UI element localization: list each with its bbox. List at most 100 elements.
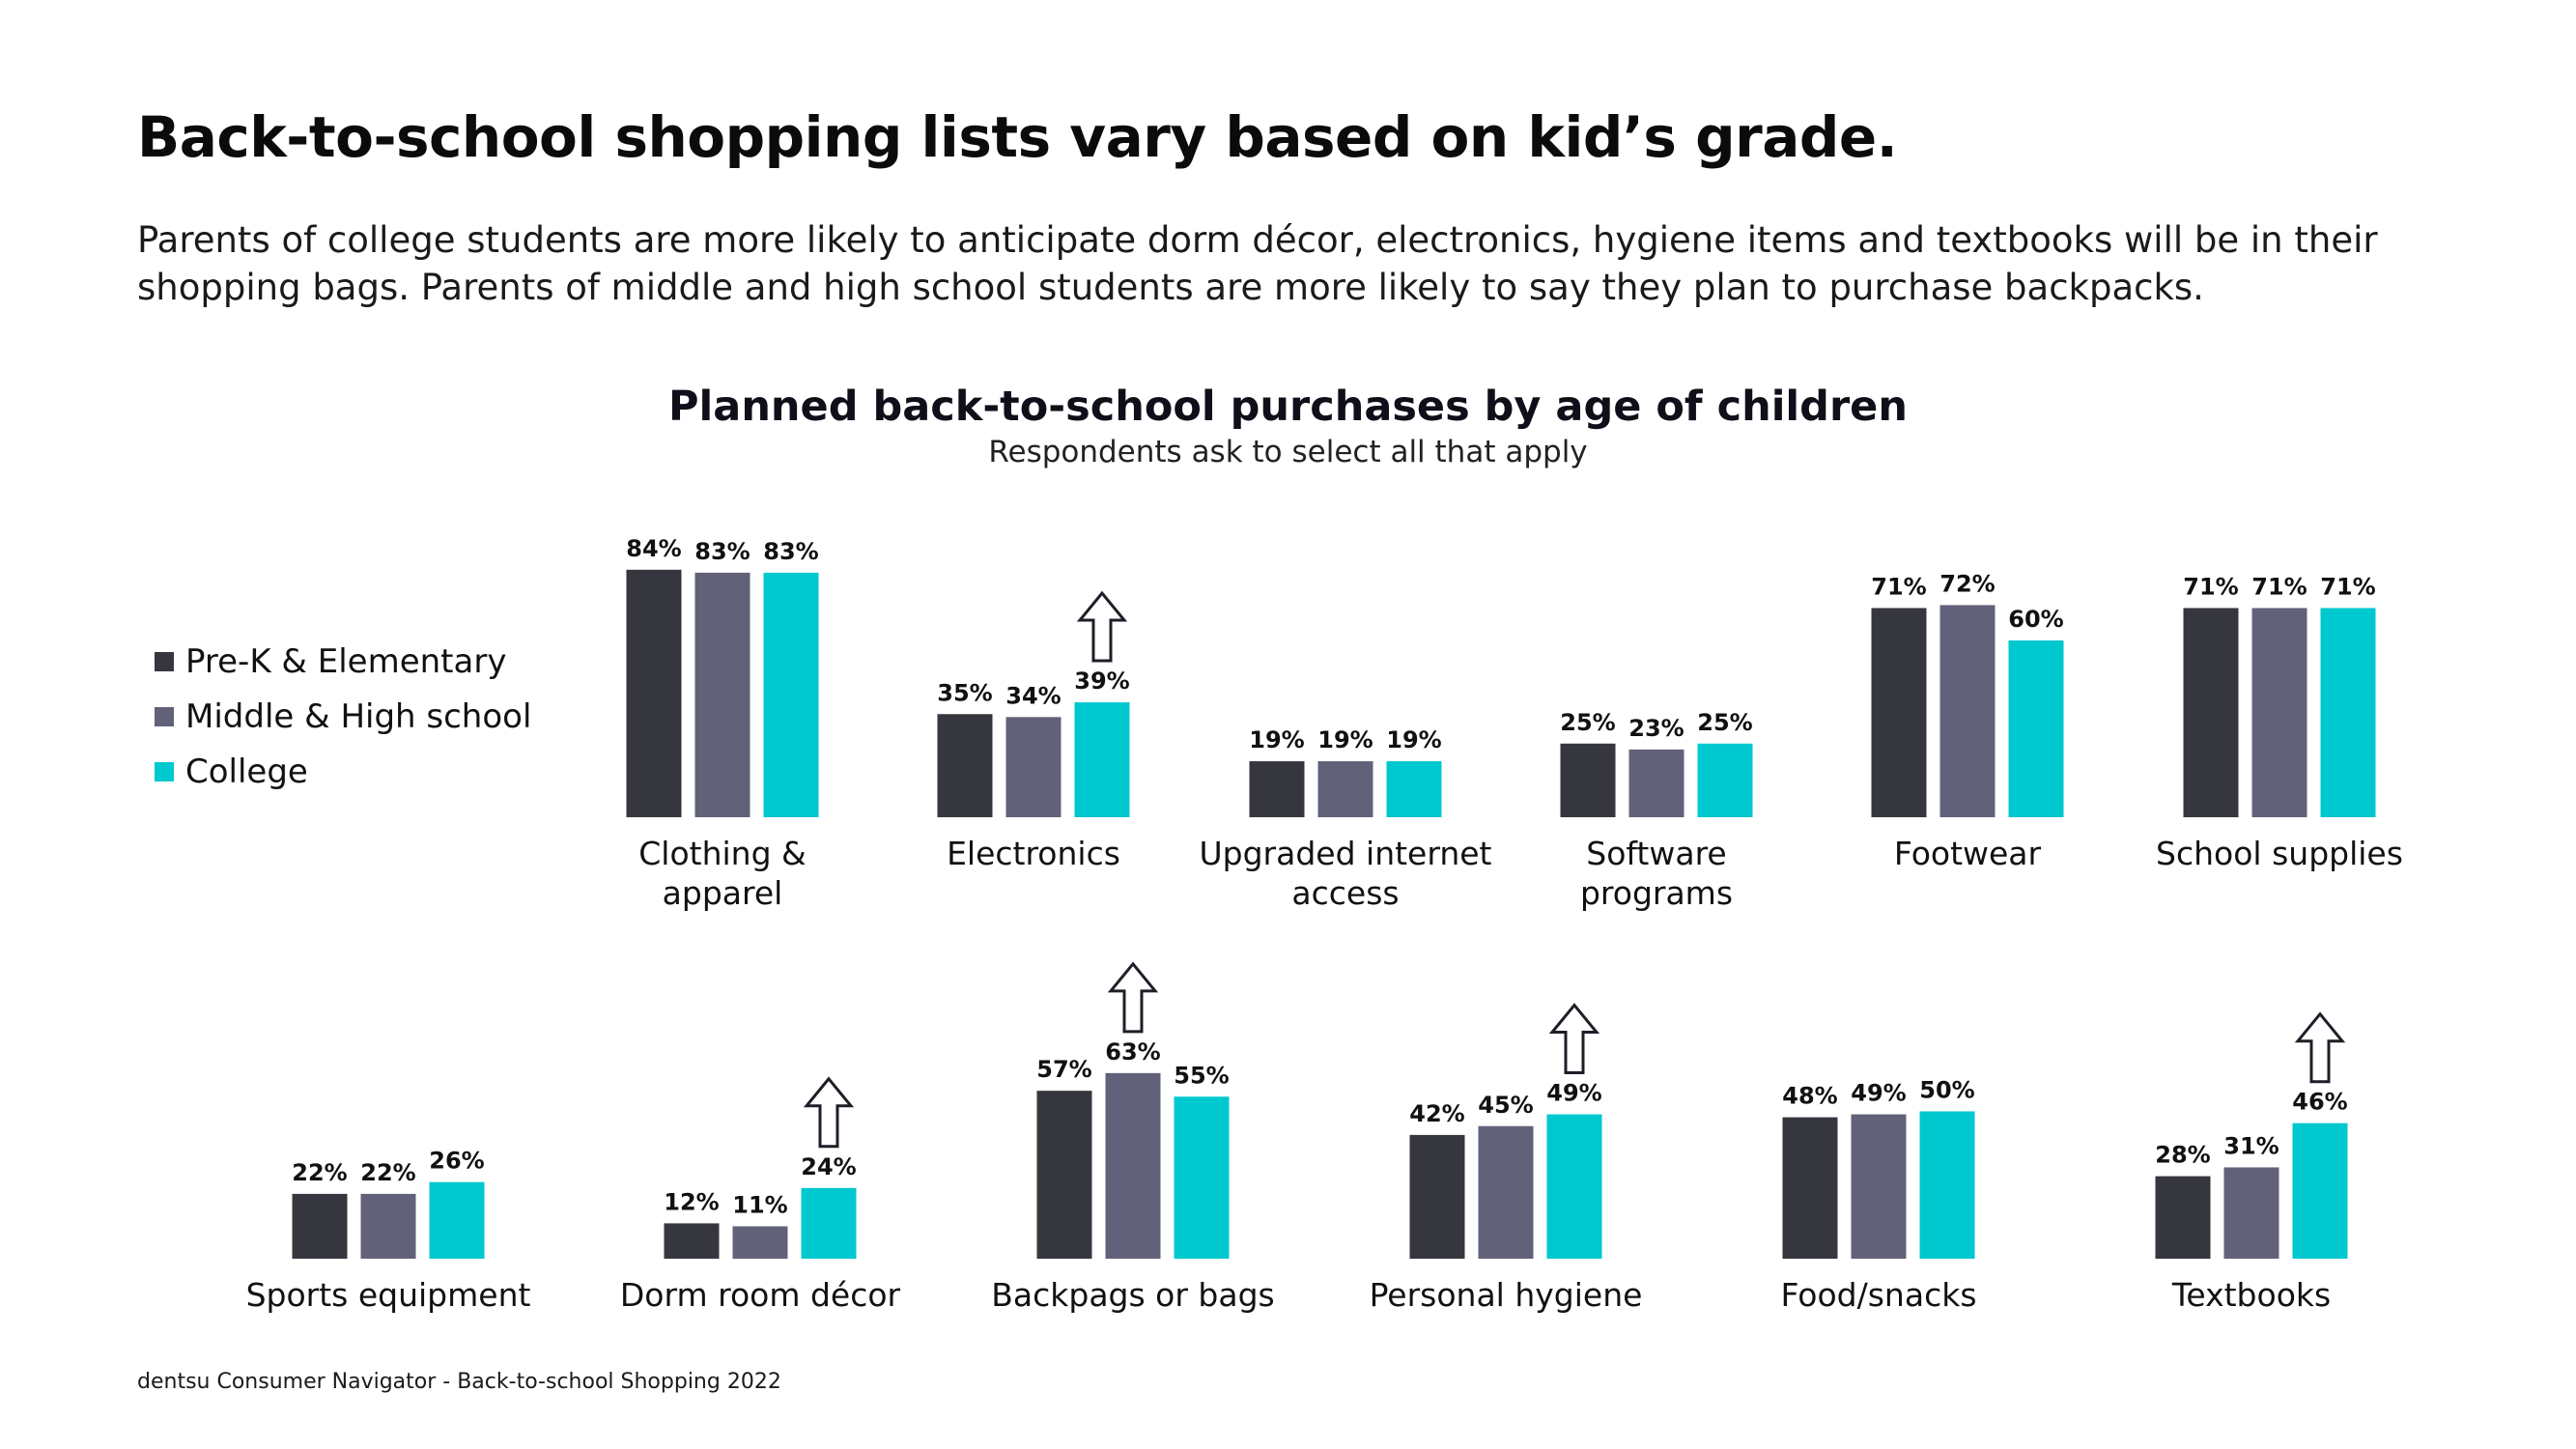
category-label-electronics: Electronics xyxy=(947,835,1120,872)
data-label-school-supplies-college: 71% xyxy=(2320,573,2375,600)
bar-clothing-apparel-college xyxy=(763,572,819,817)
bar-electronics-middle-high xyxy=(1005,717,1062,817)
bar-backpags-or-bags-prek xyxy=(1036,1091,1092,1259)
data-label-food-snacks-prek: 48% xyxy=(1782,1083,1837,1110)
data-label-school-supplies-prek: 71% xyxy=(2183,573,2238,600)
bar-sports-equipment-prek xyxy=(292,1193,348,1259)
bar-sports-equipment-college xyxy=(429,1181,485,1259)
data-label-footwear-middle-high: 72% xyxy=(1939,570,1995,597)
data-label-clothing-apparel-college: 83% xyxy=(763,538,818,565)
legend-swatch-middle-high xyxy=(155,706,174,726)
data-label-software-programs-prek: 25% xyxy=(1560,709,1615,736)
data-label-food-snacks-middle-high: 49% xyxy=(1851,1080,1906,1107)
up-arrow-icon xyxy=(1076,590,1128,663)
chart-legend: Pre-K & Elementary Middle & High school … xyxy=(155,634,531,799)
legend-item-middle-high: Middle & High school xyxy=(155,689,531,744)
up-arrow-icon xyxy=(1107,961,1159,1034)
up-arrow-icon xyxy=(1548,1003,1600,1075)
category-label-line: programs xyxy=(1580,874,1733,912)
bar-footwear-prek xyxy=(1871,608,1927,817)
data-label-footwear-prek: 71% xyxy=(1871,573,1926,600)
bar-school-supplies-prek xyxy=(2183,608,2239,817)
bar-electronics-prek xyxy=(937,714,993,817)
category-label-clothing-apparel: Clothing & apparel xyxy=(638,835,807,912)
data-label-dorm-room-decor-college: 24% xyxy=(801,1153,856,1180)
data-label-backpags-or-bags-college: 55% xyxy=(1174,1062,1229,1089)
category-label-line: apparel xyxy=(663,874,783,912)
data-label-electronics-college: 39% xyxy=(1074,668,1129,695)
bar-school-supplies-middle-high xyxy=(2251,608,2307,817)
data-label-textbooks-middle-high: 31% xyxy=(2223,1132,2279,1159)
bar-electronics-college xyxy=(1074,702,1130,817)
category-label-line: access xyxy=(1291,874,1399,912)
bar-dorm-room-decor-college xyxy=(801,1187,857,1259)
data-label-personal-hygiene-prek: 42% xyxy=(1409,1100,1464,1127)
data-label-footwear-college: 60% xyxy=(2008,606,2063,633)
data-label-dorm-room-decor-middle-high: 11% xyxy=(732,1191,787,1218)
legend-label-middle-high: Middle & High school xyxy=(185,696,532,736)
bar-personal-hygiene-college xyxy=(1546,1114,1602,1259)
legend-item-college: College xyxy=(155,744,531,799)
data-label-school-supplies-middle-high: 71% xyxy=(2251,573,2307,600)
chart-title: Planned back-to-school purchases by age … xyxy=(668,383,1908,431)
category-label-dorm-room-decor: Dorm room décor xyxy=(620,1276,901,1314)
category-label-school-supplies: School supplies xyxy=(2156,835,2403,872)
data-label-sports-equipment-prek: 22% xyxy=(292,1159,347,1186)
data-label-sports-equipment-middle-high: 22% xyxy=(360,1159,415,1186)
bar-upgraded-internet-access-prek xyxy=(1249,761,1305,817)
data-label-sports-equipment-college: 26% xyxy=(429,1148,484,1175)
category-label-upgraded-internet-access: Upgraded internet access xyxy=(1200,835,1492,912)
footer-source: dentsu Consumer Navigator - Back-to-scho… xyxy=(137,1370,781,1394)
data-label-upgraded-internet-access-prek: 19% xyxy=(1249,726,1304,753)
bar-clothing-apparel-middle-high xyxy=(694,572,750,817)
bar-school-supplies-college xyxy=(2320,608,2376,817)
bar-personal-hygiene-middle-high xyxy=(1478,1125,1534,1259)
bar-personal-hygiene-prek xyxy=(1409,1134,1465,1259)
category-label-line: Electronics xyxy=(947,835,1120,872)
bar-food-snacks-prek xyxy=(1782,1117,1838,1259)
data-label-upgraded-internet-access-middle-high: 19% xyxy=(1317,726,1373,753)
data-label-personal-hygiene-college: 49% xyxy=(1546,1080,1601,1107)
bar-clothing-apparel-prek xyxy=(626,569,682,817)
bar-upgraded-internet-access-college xyxy=(1386,761,1442,817)
data-label-software-programs-middle-high: 23% xyxy=(1628,715,1684,742)
page-subtitle: Parents of college students are more lik… xyxy=(137,219,2378,308)
category-label-backpags-or-bags: Backpags or bags xyxy=(991,1276,1274,1314)
data-label-clothing-apparel-middle-high: 83% xyxy=(694,538,750,565)
category-label-line: Upgraded internet xyxy=(1200,835,1492,872)
category-label-line: Dorm room décor xyxy=(620,1276,901,1314)
bar-dorm-room-decor-middle-high xyxy=(732,1226,788,1259)
category-label-line: Personal hygiene xyxy=(1370,1276,1643,1314)
category-label-line: Backpags or bags xyxy=(991,1276,1274,1314)
data-label-upgraded-internet-access-college: 19% xyxy=(1386,726,1441,753)
data-label-backpags-or-bags-middle-high: 63% xyxy=(1105,1038,1160,1065)
data-label-clothing-apparel-prek: 84% xyxy=(626,535,681,562)
legend-item-prek: Pre-K & Elementary xyxy=(155,634,531,689)
category-label-food-snacks: Food/snacks xyxy=(1780,1276,1976,1314)
category-label-software-programs: Software programs xyxy=(1580,835,1733,912)
category-label-personal-hygiene: Personal hygiene xyxy=(1370,1276,1643,1314)
category-label-sports-equipment: Sports equipment xyxy=(246,1276,531,1314)
category-label-textbooks: Textbooks xyxy=(2171,1276,2331,1314)
bar-food-snacks-college xyxy=(1919,1111,1975,1259)
data-label-dorm-room-decor-prek: 12% xyxy=(664,1188,719,1215)
up-arrow-icon xyxy=(2294,1011,2346,1084)
bar-software-programs-prek xyxy=(1560,743,1616,817)
bar-software-programs-college xyxy=(1697,743,1753,817)
bar-textbooks-college xyxy=(2292,1122,2348,1259)
legend-swatch-college xyxy=(155,761,174,781)
category-label-footwear: Footwear xyxy=(1894,835,2042,872)
category-label-line: Clothing & xyxy=(638,835,807,872)
up-arrow-icon xyxy=(803,1076,855,1149)
bar-footwear-middle-high xyxy=(1939,605,1996,817)
page-title: Back-to-school shopping lists vary based… xyxy=(137,104,1898,170)
bar-sports-equipment-middle-high xyxy=(360,1193,416,1259)
bar-textbooks-prek xyxy=(2155,1176,2211,1259)
data-label-personal-hygiene-middle-high: 45% xyxy=(1478,1092,1533,1119)
legend-swatch-prek xyxy=(155,651,174,671)
data-label-electronics-middle-high: 34% xyxy=(1005,682,1061,709)
bar-upgraded-internet-access-middle-high xyxy=(1317,761,1373,817)
legend-label-college: College xyxy=(185,752,308,791)
data-label-software-programs-college: 25% xyxy=(1697,709,1752,736)
